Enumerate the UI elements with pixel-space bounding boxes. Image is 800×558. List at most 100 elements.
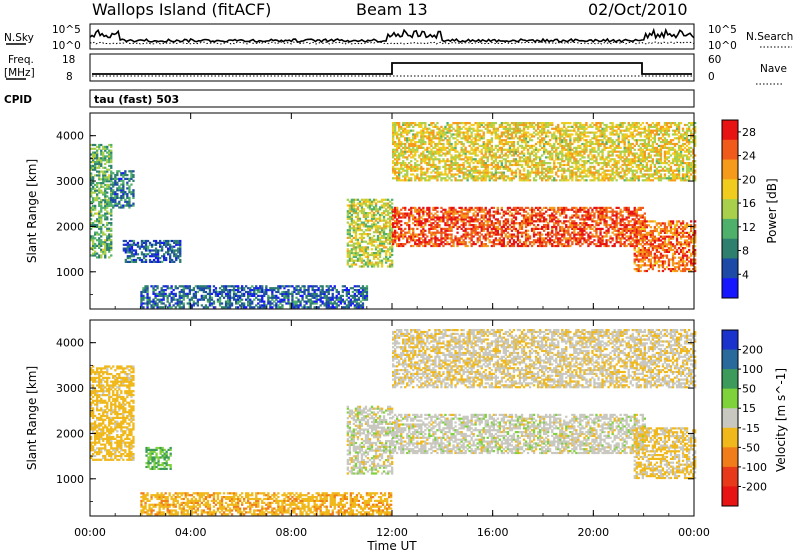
heatmap-cell (161, 291, 163, 293)
heatmap-cell (614, 243, 616, 245)
heatmap-cell (501, 245, 503, 247)
heatmap-cell (507, 151, 509, 153)
heatmap-cell (350, 302, 352, 304)
heatmap-cell (358, 289, 360, 291)
heatmap-cell (392, 126, 394, 128)
heatmap-cell (456, 239, 458, 241)
heatmap-cell (454, 177, 456, 179)
heatmap-cell (195, 297, 197, 299)
heatmap-cell (497, 164, 499, 166)
heatmap-cell (545, 211, 547, 213)
heatmap-cell (394, 226, 396, 228)
heatmap-cell (303, 287, 305, 289)
heatmap-cell (404, 232, 406, 234)
heatmap-cell (475, 147, 477, 149)
heatmap-cell (581, 232, 583, 234)
heatmap-cell (355, 235, 357, 237)
heatmap-cell (391, 254, 393, 256)
heatmap-cell (475, 135, 477, 137)
heatmap-cell (626, 235, 628, 237)
heatmap-cell (361, 254, 363, 256)
heatmap-cell (129, 244, 131, 246)
heatmap-cell (473, 179, 475, 181)
heatmap-cell (479, 160, 481, 162)
heatmap-cell (511, 245, 513, 247)
heatmap-cell (495, 168, 497, 170)
heatmap-cell (537, 228, 539, 230)
heatmap-cell (94, 155, 96, 157)
heatmap-cell (351, 260, 353, 262)
heatmap-cell (475, 130, 477, 132)
heatmap-cell (507, 232, 509, 234)
heatmap-cell (523, 211, 525, 213)
heatmap-cell (287, 291, 289, 293)
heatmap-cell (471, 170, 473, 172)
heatmap-cell (92, 188, 94, 190)
heatmap-cell (420, 137, 422, 139)
heatmap-cell (391, 246, 393, 248)
heatmap-cell (209, 299, 211, 301)
heatmap-cell (450, 230, 452, 232)
heatmap-cell (501, 172, 503, 174)
heatmap-cell (503, 173, 505, 175)
heatmap-cell (347, 222, 349, 224)
heatmap-cell (155, 257, 157, 259)
heatmap-cell (353, 204, 355, 206)
heatmap-cell (349, 231, 351, 233)
heatmap-cell (255, 297, 257, 299)
heatmap-cell (396, 237, 398, 239)
heatmap-cell (371, 252, 373, 254)
heatmap-cell (159, 240, 161, 242)
heatmap-cell (377, 231, 379, 233)
heatmap-cell (361, 223, 363, 225)
heatmap-cell (487, 124, 489, 126)
heatmap-cell (503, 177, 505, 179)
heatmap-cell (640, 207, 642, 209)
heatmap-cell (469, 234, 471, 236)
heatmap-cell (452, 168, 454, 170)
heatmap-cell (96, 197, 98, 199)
heatmap-cell (353, 248, 355, 250)
heatmap-cell (523, 209, 525, 211)
heatmap-cell (420, 209, 422, 211)
heatmap-cell (426, 135, 428, 137)
heatmap-cell (487, 230, 489, 232)
heatmap-cell (362, 287, 364, 289)
heatmap-cell (355, 208, 357, 210)
heatmap-cell (100, 153, 102, 155)
heatmap-cell (120, 205, 122, 207)
heatmap-cell (555, 245, 557, 247)
nsky-tick-bottom: 10^0 (52, 40, 81, 52)
heatmap-cell (92, 241, 94, 243)
heatmap-cell (418, 156, 420, 158)
heatmap-cell (366, 285, 368, 287)
heatmap-cell (624, 241, 626, 243)
heatmap-cell (461, 170, 463, 172)
heatmap-cell (179, 242, 181, 244)
heatmap-cell (155, 244, 157, 246)
heatmap-cell (404, 173, 406, 175)
heatmap-cell (416, 220, 418, 222)
heatmap-cell (507, 241, 509, 243)
heatmap-cell (375, 214, 377, 216)
heatmap-cell (541, 245, 543, 247)
heatmap-cell (104, 190, 106, 192)
heatmap-cell (579, 239, 581, 241)
heatmap-cell (402, 213, 404, 215)
heatmap-cell (177, 240, 179, 242)
heatmap-cell (371, 265, 373, 267)
heatmap-cell (385, 227, 387, 229)
heatmap-cell (379, 227, 381, 229)
heatmap-cell (211, 302, 213, 304)
heatmap-cell (501, 241, 503, 243)
heatmap-cell (430, 177, 432, 179)
heatmap-cell (424, 128, 426, 130)
heatmap-cell (410, 177, 412, 179)
heatmap-cell (481, 220, 483, 222)
heatmap-cell (408, 228, 410, 230)
heatmap-cell (424, 122, 426, 124)
heatmap-cell (509, 234, 511, 236)
heatmap-cell (118, 189, 120, 191)
heatmap-cell (529, 222, 531, 224)
heatmap-cell (473, 230, 475, 232)
